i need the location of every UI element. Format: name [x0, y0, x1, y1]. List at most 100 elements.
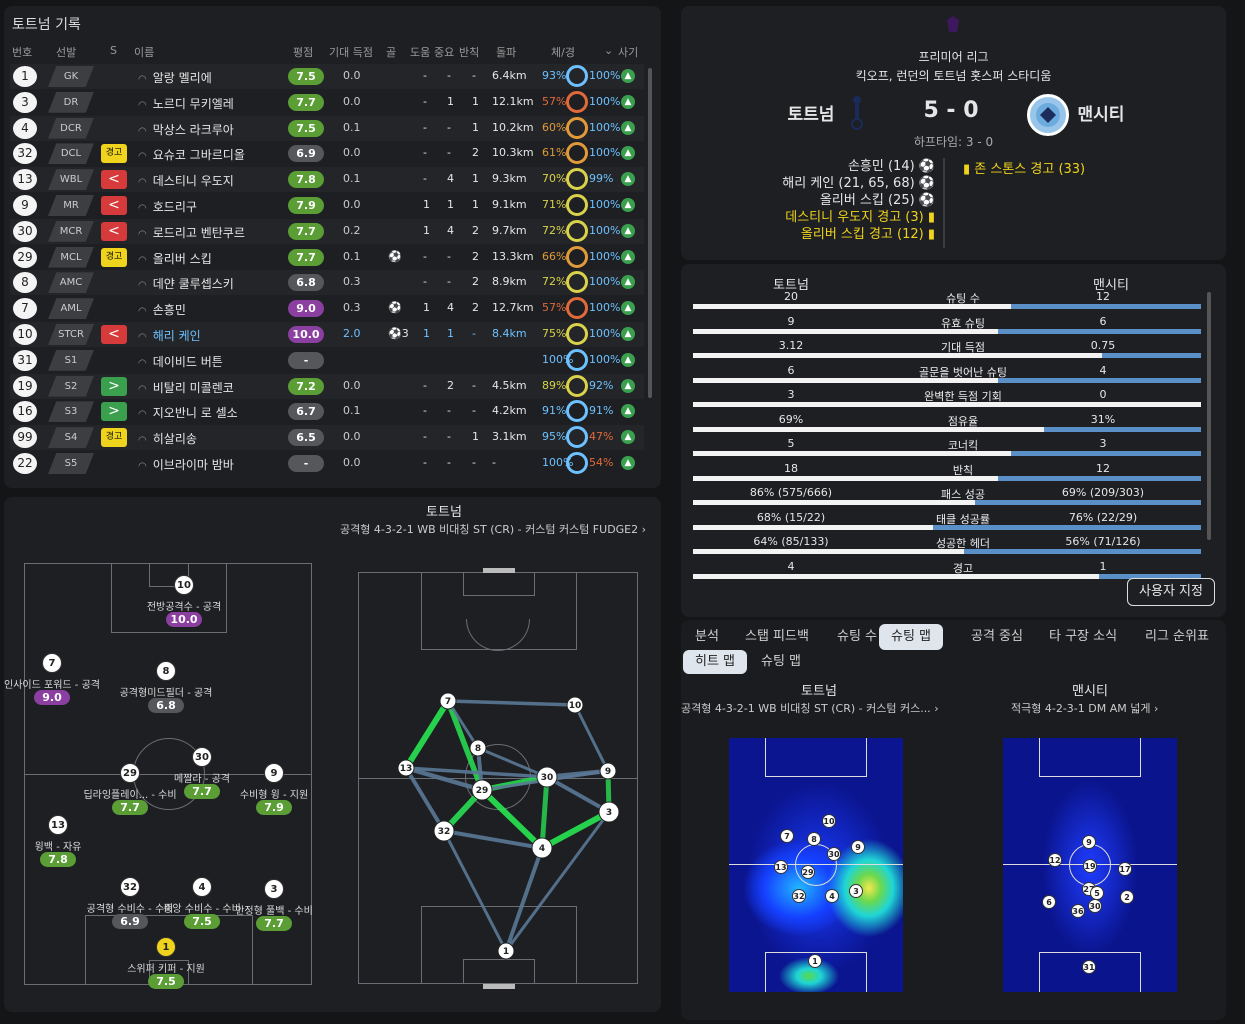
header-goals[interactable]: 골: [386, 46, 397, 59]
heat-home-formation-link[interactable]: 공격형 4-3-2-1 WB 비대칭 ST (CR) - 커스텀 커스... ›: [681, 700, 939, 716]
formation-player-marker[interactable]: 10: [174, 575, 194, 595]
formation-player-marker[interactable]: 29: [120, 763, 140, 783]
formation-player-marker[interactable]: 3: [264, 879, 284, 899]
heatmap-player-dot[interactable]: 6: [1042, 895, 1056, 909]
passmap-player-node[interactable]: [471, 779, 493, 801]
heatmap-player-dot[interactable]: 10: [822, 814, 836, 828]
table-row[interactable]: 16 S3 > 지오반니 로 셀소 6.7 0.1 - - - 4.2km 91% 91% ▲: [10, 399, 644, 424]
passmap-player-node[interactable]: [598, 801, 620, 823]
header-xg[interactable]: 기대 득점: [329, 46, 373, 59]
player-name[interactable]: 데스티니 우도지: [138, 172, 234, 189]
heatmap-player-dot[interactable]: 2: [1120, 890, 1134, 904]
table-scrollbar[interactable]: [648, 68, 652, 398]
formation-player-marker[interactable]: 32: [120, 877, 140, 897]
header-morale[interactable]: 사기: [618, 46, 639, 59]
heatmap-player-dot[interactable]: 5: [1090, 886, 1104, 900]
heatmap-player-dot[interactable]: 9: [851, 840, 865, 854]
heatmap-player-dot[interactable]: 36: [1071, 904, 1085, 918]
table-row[interactable]: 31S1데이비드 버튼-100%100%▲: [10, 348, 644, 373]
table-row[interactable]: 10 STCR < 해리 케인 10.0 2.0 ⚽3 1 1 - 8.4km 75% 100%▲: [10, 322, 644, 347]
sort-chevron-icon[interactable]: ⌄: [604, 44, 614, 57]
header-dribbles[interactable]: 돌파: [496, 46, 517, 59]
player-name[interactable]: 지오반니 로 셀소: [138, 404, 238, 421]
header-assists[interactable]: 도움: [410, 46, 431, 59]
table-row[interactable]: 30 MCR < 로드리고 벤탄쿠르 7.7 0.2 1 4 2 9.7km 72% 100%▲: [10, 218, 644, 244]
player-name[interactable]: 손흥민: [138, 301, 186, 318]
passmap-player-node[interactable]: [497, 942, 515, 960]
formation-player-marker[interactable]: 1: [156, 937, 176, 957]
away-team-name[interactable]: 맨시티: [1077, 105, 1125, 125]
heatmap-player-dot[interactable]: 30: [827, 847, 841, 861]
tab-2[interactable]: 슈팅 수: [837, 629, 878, 644]
heatmap-player-dot[interactable]: 31: [1082, 960, 1096, 974]
table-row[interactable]: 99 S4 경고 히살리송 6.5 0.0 - - 1 3.1km 95% 47% ▲: [10, 425, 644, 451]
formation-player-marker[interactable]: 4: [192, 877, 212, 897]
tab-4[interactable]: 공격 중심: [971, 629, 1023, 644]
comparison-scrollbar[interactable]: [1207, 292, 1211, 540]
header-pos[interactable]: 선발: [56, 46, 77, 59]
header-sub[interactable]: S: [110, 44, 117, 57]
header-key[interactable]: 중요: [434, 46, 455, 59]
player-name[interactable]: 로드리고 벤탄쿠르: [138, 224, 245, 241]
passmap-player-node[interactable]: [397, 759, 415, 777]
header-num[interactable]: 번호: [12, 46, 33, 59]
header-rating[interactable]: 평점: [293, 46, 314, 59]
player-name[interactable]: 히살리송: [138, 430, 197, 447]
tab-0[interactable]: 분석: [695, 629, 719, 644]
heatmap-player-dot[interactable]: 4: [825, 889, 839, 903]
table-row[interactable]: 7 AML 손흥민 9.0 0.3 ⚽ 1 4 2 12.7km 57% 100%▲: [10, 296, 644, 321]
player-name[interactable]: 막상스 라크루아: [138, 121, 234, 138]
formation-player-marker[interactable]: 30: [192, 747, 212, 767]
heatmap-player-dot[interactable]: 1: [808, 954, 822, 968]
table-row[interactable]: 32 DCL 경고 요슈코 그바르디올 6.9 0.0 - - 2 10.3km 61% 100%▲: [10, 141, 644, 166]
header-condition[interactable]: 체/경: [551, 46, 575, 59]
heat-away-formation-link[interactable]: 적극형 4-2-3-1 DM AM 넓게 ›: [1011, 700, 1158, 716]
heatmap-player-dot[interactable]: 32: [792, 889, 806, 903]
heatmap-player-dot[interactable]: 3: [849, 884, 863, 898]
formation-player-marker[interactable]: 8: [156, 661, 176, 681]
player-name[interactable]: 요슈코 그바르디올: [138, 146, 245, 163]
tab-5[interactable]: 타 구장 소식: [1049, 629, 1118, 644]
subtab-1[interactable]: 슈팅 맵: [761, 654, 802, 669]
player-name[interactable]: 데얀 쿨루셉스키: [138, 275, 234, 292]
heatmap-player-dot[interactable]: 12: [1048, 853, 1062, 867]
passmap-player-node[interactable]: [439, 692, 457, 710]
formation-player-marker[interactable]: 13: [48, 815, 68, 835]
passmap-player-node[interactable]: [599, 762, 617, 780]
player-name[interactable]: 호드리구: [138, 198, 197, 215]
heatmap-player-dot[interactable]: 29: [801, 865, 815, 879]
heatmap-player-dot[interactable]: 13: [774, 860, 788, 874]
customize-button[interactable]: 사용자 지정: [1127, 578, 1215, 606]
tab-1[interactable]: 스탭 피드백: [745, 629, 809, 644]
passmap-player-node[interactable]: [536, 766, 558, 788]
player-name[interactable]: 비탈리 미콜렌코: [138, 379, 234, 396]
heatmap-player-dot[interactable]: 30: [1088, 899, 1102, 913]
table-row[interactable]: 9 MR < 호드리구 7.9 0.0 1 1 1 9.1km 71% 100%▲: [10, 193, 644, 218]
passmap-player-node[interactable]: [469, 739, 487, 757]
tab-3[interactable]: 슈팅 맵: [879, 624, 944, 650]
player-name[interactable]: 알랑 멜리에: [138, 69, 212, 86]
player-name[interactable]: 해리 케인: [138, 327, 201, 344]
home-team-name[interactable]: 토트넘: [787, 105, 835, 125]
heatmap-player-dot[interactable]: 17: [1118, 862, 1132, 876]
player-name[interactable]: 데이비드 버튼: [138, 353, 223, 370]
table-row[interactable]: 8 AMC 데얀 쿨루셉스키 6.8 0.3 - - 2 8.9km 72% 100%▲: [10, 270, 644, 296]
heatmap-player-dot[interactable]: 19: [1083, 859, 1097, 873]
passmap-player-node[interactable]: [531, 837, 553, 859]
passmap-player-node[interactable]: [433, 820, 455, 842]
passmap-player-node[interactable]: [566, 696, 584, 714]
tactics-formation-link[interactable]: 공격형 4-3-2-1 WB 비대칭 ST (CR) - 커스텀 커스텀 FUD…: [340, 521, 646, 537]
table-row[interactable]: 4 DCR 막상스 라크루아 7.5 0.1 - - 1 10.2km 60% 100%▲: [10, 115, 644, 141]
table-row[interactable]: 22 S5 이브라이마 밤바 - 0.0 - - - - 100% 54% ▲: [10, 451, 644, 476]
heatmap-player-dot[interactable]: 8: [807, 832, 821, 846]
subtab-0[interactable]: 히트 맵: [683, 650, 748, 674]
formation-player-marker[interactable]: 9: [264, 763, 284, 783]
heatmap-player-dot[interactable]: 7: [780, 829, 794, 843]
player-name[interactable]: 올리버 스킵: [138, 250, 212, 267]
table-row[interactable]: 3 DR 노르디 무키엘레 7.7 0.0 - 1 1 12.1km 57% 100%▲: [10, 90, 644, 115]
table-row[interactable]: 19 S2 > 비탈리 미콜렌코 7.2 0.0 - 2 - 4.5km 89% 92% ▲: [10, 373, 644, 399]
player-name[interactable]: 노르디 무키엘레: [138, 95, 234, 112]
header-name[interactable]: 이름: [134, 46, 155, 59]
table-row[interactable]: 29 MCL 경고 올리버 스킵 7.7 0.1 ⚽ - - 2 13.3km 66% 100%▲: [10, 245, 644, 270]
tab-6[interactable]: 리그 순위표: [1145, 629, 1209, 644]
